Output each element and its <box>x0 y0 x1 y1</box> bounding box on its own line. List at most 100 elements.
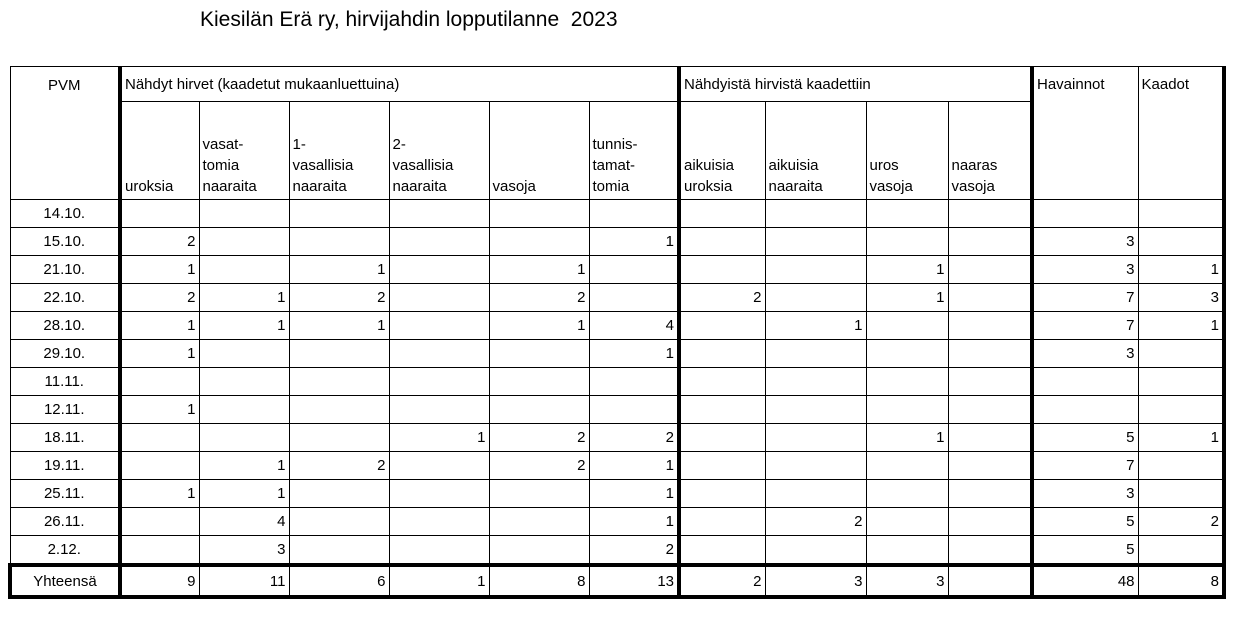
value-cell: 5 <box>1030 535 1139 566</box>
total-cell: 8 <box>488 563 590 599</box>
value-cell: 1 <box>118 395 200 424</box>
table-row: 19.11. 1 2 2 1 7 <box>9 451 1226 480</box>
value-cell <box>678 479 766 508</box>
value-cell <box>388 227 490 256</box>
table-row: 21.10. 1 1 1 1 3 1 <box>9 255 1226 284</box>
value-cell <box>288 479 390 508</box>
value-cell: 1 <box>288 311 390 340</box>
value-cell <box>1030 199 1139 228</box>
column-header: vasat-tomia naaraita <box>198 101 290 200</box>
value-cell <box>488 507 590 536</box>
value-cell: 3 <box>1137 283 1226 312</box>
value-cell: 1 <box>865 423 949 452</box>
value-cell <box>388 479 490 508</box>
value-cell <box>488 535 590 566</box>
value-cell <box>947 451 1034 480</box>
value-cell <box>764 479 867 508</box>
value-cell <box>764 423 867 452</box>
total-cell: 9 <box>118 563 200 599</box>
column-header-line: uros <box>869 157 899 174</box>
total-row: Yhteensä 9 11 6 1 8 13 2 3 3 48 8 <box>8 563 1226 599</box>
value-cell <box>865 451 949 480</box>
value-cell <box>865 507 949 536</box>
column-header-line <box>125 134 196 155</box>
date-cell: 29.10. <box>9 339 122 368</box>
column-header-line <box>493 155 586 176</box>
value-cell <box>678 507 766 536</box>
date-cell: 2.12. <box>9 535 122 566</box>
value-cell <box>388 507 490 536</box>
date-cell: 15.10. <box>9 227 122 256</box>
date-cell: 18.11. <box>9 423 122 452</box>
column-header-line: vasoja <box>869 178 913 195</box>
table-row: 25.11. 1 1 1 3 <box>9 479 1226 508</box>
value-cell: 3 <box>1030 339 1139 368</box>
value-cell: 2 <box>488 451 590 480</box>
value-cell <box>947 227 1034 256</box>
table-row: 11.11. <box>9 367 1226 396</box>
column-header-line: vasat- <box>202 136 244 153</box>
value-cell <box>198 423 290 452</box>
column-header-line: naaraita <box>768 178 823 195</box>
total-cell <box>947 563 1034 599</box>
value-cell <box>947 311 1034 340</box>
table-row: 29.10. 1 1 3 <box>9 339 1226 368</box>
value-cell <box>388 339 490 368</box>
value-cell <box>947 423 1034 452</box>
value-cell <box>488 199 590 228</box>
total-cell: 11 <box>198 563 290 599</box>
value-cell: 1 <box>288 255 390 284</box>
value-cell: 7 <box>1030 451 1139 480</box>
value-cell: 3 <box>1030 227 1139 256</box>
value-cell <box>947 395 1034 424</box>
value-cell: 1 <box>118 479 200 508</box>
value-cell <box>764 199 867 228</box>
value-cell <box>388 535 490 566</box>
table-row: 15.10. 2 1 3 <box>9 227 1226 256</box>
total-cell: 8 <box>1137 563 1226 599</box>
value-cell <box>865 311 949 340</box>
value-cell <box>947 255 1034 284</box>
header-pvm: PVM <box>9 66 122 200</box>
value-cell <box>288 339 390 368</box>
date-cell: 28.10. <box>9 311 122 340</box>
value-cell: 1 <box>198 451 290 480</box>
value-cell: 2 <box>488 423 590 452</box>
value-cell <box>947 283 1034 312</box>
column-header: uros vasoja <box>865 101 949 200</box>
value-cell <box>865 367 949 396</box>
value-cell: 5 <box>1030 423 1139 452</box>
value-cell <box>678 535 766 566</box>
table-row: 26.11. 4 1 2 5 2 <box>9 507 1226 536</box>
value-cell <box>118 199 200 228</box>
value-cell <box>678 395 766 424</box>
value-cell: 4 <box>198 507 290 536</box>
value-cell <box>764 451 867 480</box>
value-cell <box>678 227 766 256</box>
column-header-line: naaraita <box>392 178 447 195</box>
value-cell: 1 <box>488 255 590 284</box>
column-header-line: uroksia <box>684 178 733 195</box>
value-cell <box>588 199 681 228</box>
value-cell <box>288 507 390 536</box>
value-cell <box>1137 339 1226 368</box>
value-cell: 1 <box>388 423 490 452</box>
header-group-shot: Nähdyistä hirvistä kaadettiin <box>678 66 1034 102</box>
total-cell: 48 <box>1030 563 1139 599</box>
value-cell <box>198 199 290 228</box>
column-header-line: vasallisia <box>392 157 454 174</box>
value-cell <box>947 199 1034 228</box>
value-cell <box>198 395 290 424</box>
value-cell <box>388 255 490 284</box>
value-cell <box>1137 535 1226 566</box>
value-cell <box>678 255 766 284</box>
column-header-line <box>684 134 762 155</box>
total-cell: 3 <box>865 563 949 599</box>
column-header-line: tomia <box>202 157 240 174</box>
value-cell <box>118 507 200 536</box>
value-cell <box>1137 451 1226 480</box>
value-cell <box>947 535 1034 566</box>
value-cell <box>947 367 1034 396</box>
column-header-line <box>769 134 863 155</box>
value-cell: 1 <box>1137 311 1226 340</box>
